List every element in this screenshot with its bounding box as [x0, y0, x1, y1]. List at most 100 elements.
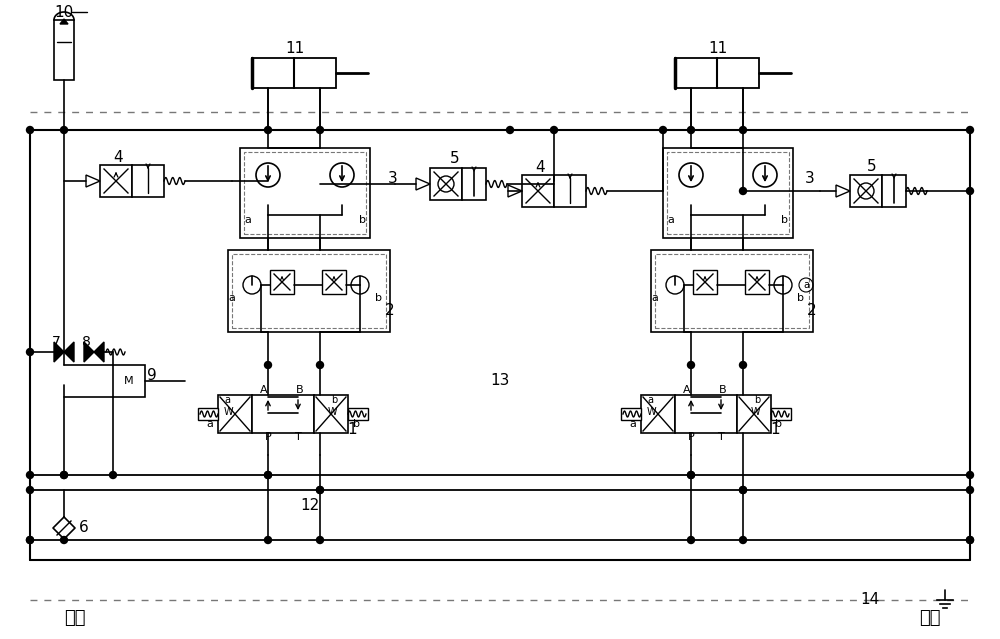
Bar [737, 395, 771, 433]
Circle shape [740, 127, 746, 134]
Bar [348, 408, 368, 420]
Bar [294, 58, 336, 88]
Text: a: a [245, 215, 251, 225]
Text: B: B [719, 385, 727, 395]
Bar [641, 395, 675, 433]
Text: B: B [296, 385, 304, 395]
Polygon shape [64, 342, 74, 362]
Text: a: a [668, 215, 674, 225]
Text: 9: 9 [147, 367, 157, 383]
Text: 2: 2 [385, 302, 395, 318]
Text: P: P [688, 432, 694, 442]
Bar [675, 58, 717, 88]
Bar [228, 250, 390, 332]
Text: a: a [652, 293, 658, 303]
Circle shape [265, 472, 272, 479]
Text: b: b [331, 395, 337, 405]
Text: b: b [797, 293, 804, 303]
Text: A: A [260, 385, 268, 395]
Circle shape [966, 537, 973, 544]
Text: 8: 8 [82, 335, 90, 349]
Text: 回油: 回油 [919, 609, 941, 627]
Text: 1: 1 [770, 422, 780, 438]
Text: 14: 14 [860, 592, 880, 608]
Circle shape [27, 348, 34, 355]
Circle shape [27, 127, 34, 134]
Text: 1: 1 [347, 422, 357, 438]
Polygon shape [84, 342, 94, 362]
Polygon shape [86, 175, 100, 187]
Text: 10: 10 [54, 4, 74, 20]
Text: 11: 11 [708, 40, 728, 56]
Text: W: W [750, 407, 760, 417]
Bar [771, 408, 791, 420]
Circle shape [660, 127, 666, 134]
Circle shape [27, 472, 34, 479]
Bar [244, 152, 366, 234]
Bar [462, 168, 486, 200]
Circle shape [265, 472, 272, 479]
Circle shape [688, 472, 694, 479]
Text: b: b [353, 419, 360, 429]
Circle shape [740, 486, 746, 493]
Bar [655, 254, 809, 328]
Circle shape [688, 537, 694, 544]
Bar [322, 270, 346, 294]
Text: 12: 12 [300, 498, 320, 512]
Text: 5: 5 [867, 158, 877, 174]
Text: a: a [630, 419, 636, 429]
Circle shape [688, 362, 694, 369]
Text: W: W [223, 407, 233, 417]
Bar [218, 395, 252, 433]
Bar [675, 395, 737, 433]
Text: 3: 3 [805, 171, 815, 185]
Text: T: T [718, 432, 724, 442]
Text: a: a [229, 293, 235, 303]
Circle shape [110, 472, 117, 479]
Bar [745, 270, 769, 294]
Polygon shape [508, 185, 522, 197]
Circle shape [27, 537, 34, 544]
Text: A: A [683, 385, 691, 395]
Circle shape [317, 362, 324, 369]
Text: a: a [647, 395, 653, 405]
Polygon shape [54, 342, 64, 362]
Circle shape [740, 187, 746, 194]
Text: a: a [207, 419, 213, 429]
Bar [232, 254, 386, 328]
Circle shape [61, 537, 68, 544]
Circle shape [966, 187, 973, 194]
Text: 11: 11 [285, 40, 305, 56]
Circle shape [27, 537, 34, 544]
Circle shape [688, 127, 694, 134]
Bar [270, 270, 294, 294]
Bar [240, 148, 370, 238]
Text: a: a [803, 280, 809, 290]
Circle shape [61, 472, 68, 479]
Circle shape [550, 127, 558, 134]
Circle shape [61, 472, 68, 479]
Circle shape [265, 362, 272, 369]
Circle shape [61, 127, 68, 134]
Bar [693, 270, 717, 294]
Bar [430, 168, 462, 200]
Text: 5: 5 [450, 151, 460, 166]
Text: 13: 13 [490, 373, 510, 387]
Text: 3: 3 [388, 171, 398, 185]
Bar [667, 152, 789, 234]
Bar [621, 408, 641, 420]
Text: 4: 4 [535, 160, 545, 174]
Text: 2: 2 [807, 302, 817, 318]
Bar [717, 58, 759, 88]
Circle shape [27, 486, 34, 493]
Bar [554, 175, 586, 207]
Text: b: b [775, 419, 782, 429]
Circle shape [740, 362, 746, 369]
Circle shape [740, 537, 746, 544]
Circle shape [966, 537, 973, 544]
Circle shape [317, 127, 324, 134]
Text: b: b [375, 293, 382, 303]
Circle shape [740, 486, 746, 493]
Circle shape [966, 127, 973, 134]
Bar [850, 175, 882, 207]
